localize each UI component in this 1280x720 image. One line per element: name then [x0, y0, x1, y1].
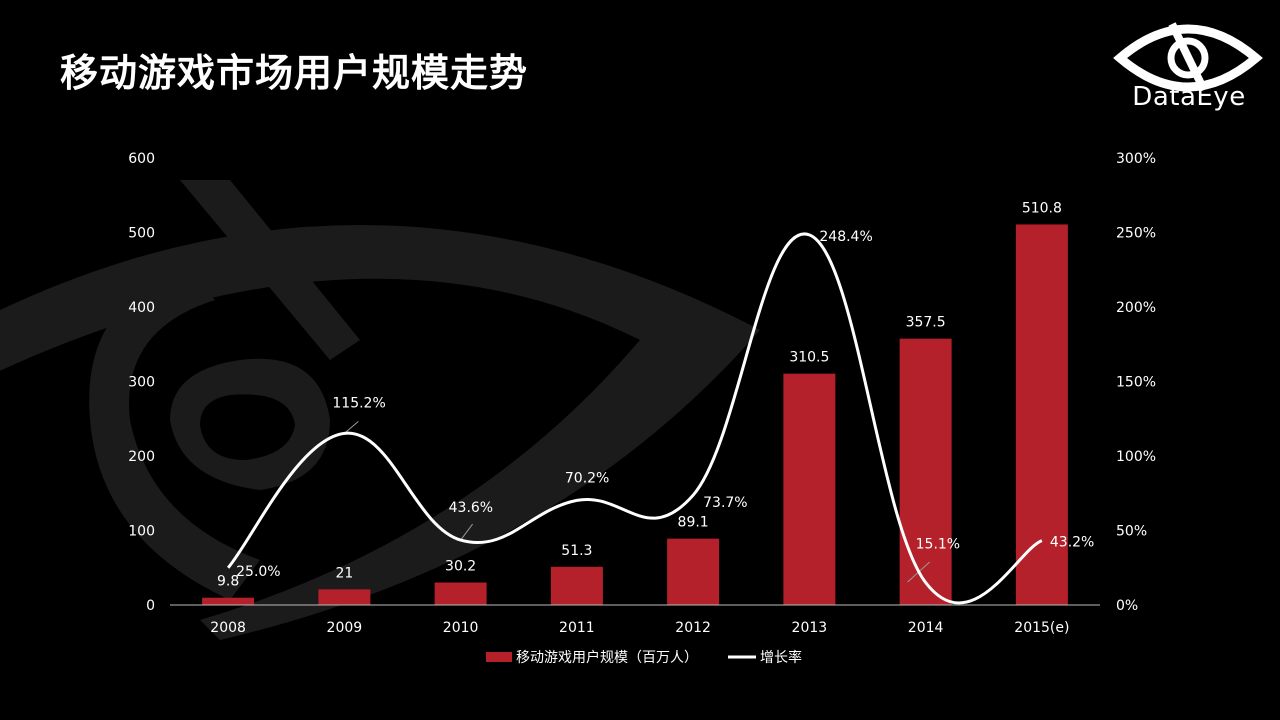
right-axis-tick-label: 200% — [1116, 300, 1156, 316]
growth-value-label: 25.0% — [236, 564, 280, 580]
x-axis-tick-label: 2010 — [443, 620, 479, 636]
x-axis-tick-label: 2014 — [908, 620, 944, 636]
left-axis-tick-label: 600 — [128, 151, 155, 167]
right-axis-tick-label: 0% — [1116, 598, 1138, 614]
bar-value-label: 30.2 — [445, 559, 476, 575]
left-axis-tick-label: 500 — [128, 226, 155, 242]
bar-value-label: 9.8 — [217, 574, 239, 590]
legend-bar-swatch — [486, 652, 512, 662]
growth-value-label: 15.1% — [916, 537, 960, 553]
page-title: 移动游戏市场用户规模走势 — [60, 51, 529, 95]
dataeye-logo-icon — [1113, 22, 1263, 92]
right-axis-tick-label: 100% — [1116, 449, 1156, 465]
left-axis-tick-label: 400 — [128, 300, 155, 316]
growth-value-label: 43.2% — [1050, 535, 1094, 551]
left-axis-tick-label: 300 — [128, 375, 155, 391]
growth-value-label: 43.6% — [449, 500, 493, 516]
growth-value-label: 248.4% — [819, 229, 872, 245]
chart-legend: 移动游戏用户规模（百万人） 增长率 — [486, 649, 802, 666]
bar-value-label: 510.8 — [1022, 200, 1062, 216]
bar-value-label: 357.5 — [906, 315, 946, 331]
growth-rate-line — [226, 232, 1043, 605]
bar-2008 — [202, 597, 255, 605]
growth-value-label: 115.2% — [332, 395, 385, 411]
bar-value-label: 89.1 — [678, 515, 709, 531]
growth-value-label: 70.2% — [565, 470, 609, 486]
x-axis-tick-label: 2011 — [559, 620, 595, 636]
left-axis-tick-label: 200 — [128, 449, 155, 465]
x-axis-tick-label: 2015(e) — [1014, 620, 1069, 636]
label-leader-line — [344, 420, 359, 434]
x-axis-tick-label: 2009 — [327, 620, 363, 636]
bar-value-label: 21 — [335, 565, 353, 581]
bar-value-label: 310.5 — [789, 350, 829, 366]
legend-line-label: 增长率 — [760, 649, 802, 666]
left-axis-tick-label: 100 — [128, 524, 155, 540]
right-axis-tick-label: 150% — [1116, 375, 1156, 391]
label-leader-line — [460, 523, 474, 541]
bar-value-label: 51.3 — [561, 543, 592, 559]
right-axis-tick-label: 300% — [1116, 151, 1156, 167]
bar-2010 — [434, 582, 487, 605]
logo-text: DataEye — [1132, 82, 1246, 112]
legend-bar-label: 移动游戏用户规模（百万人） — [516, 649, 698, 666]
x-axis-tick-label: 2012 — [675, 620, 711, 636]
bar-2009 — [318, 589, 371, 605]
x-axis-tick-label: 2013 — [792, 620, 828, 636]
growth-value-label: 73.7% — [703, 495, 747, 511]
x-axis-tick-label: 2008 — [210, 620, 246, 636]
bar-2014 — [899, 338, 952, 605]
bar-2011 — [550, 566, 603, 605]
bar-2013 — [783, 373, 836, 605]
right-axis-tick-label: 50% — [1116, 524, 1147, 540]
right-axis-tick-label: 250% — [1116, 226, 1156, 242]
bar-2012 — [667, 538, 720, 605]
left-axis-tick-label: 0 — [146, 598, 155, 614]
